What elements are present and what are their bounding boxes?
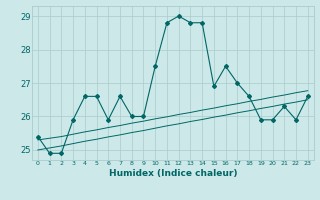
X-axis label: Humidex (Indice chaleur): Humidex (Indice chaleur) (108, 169, 237, 178)
